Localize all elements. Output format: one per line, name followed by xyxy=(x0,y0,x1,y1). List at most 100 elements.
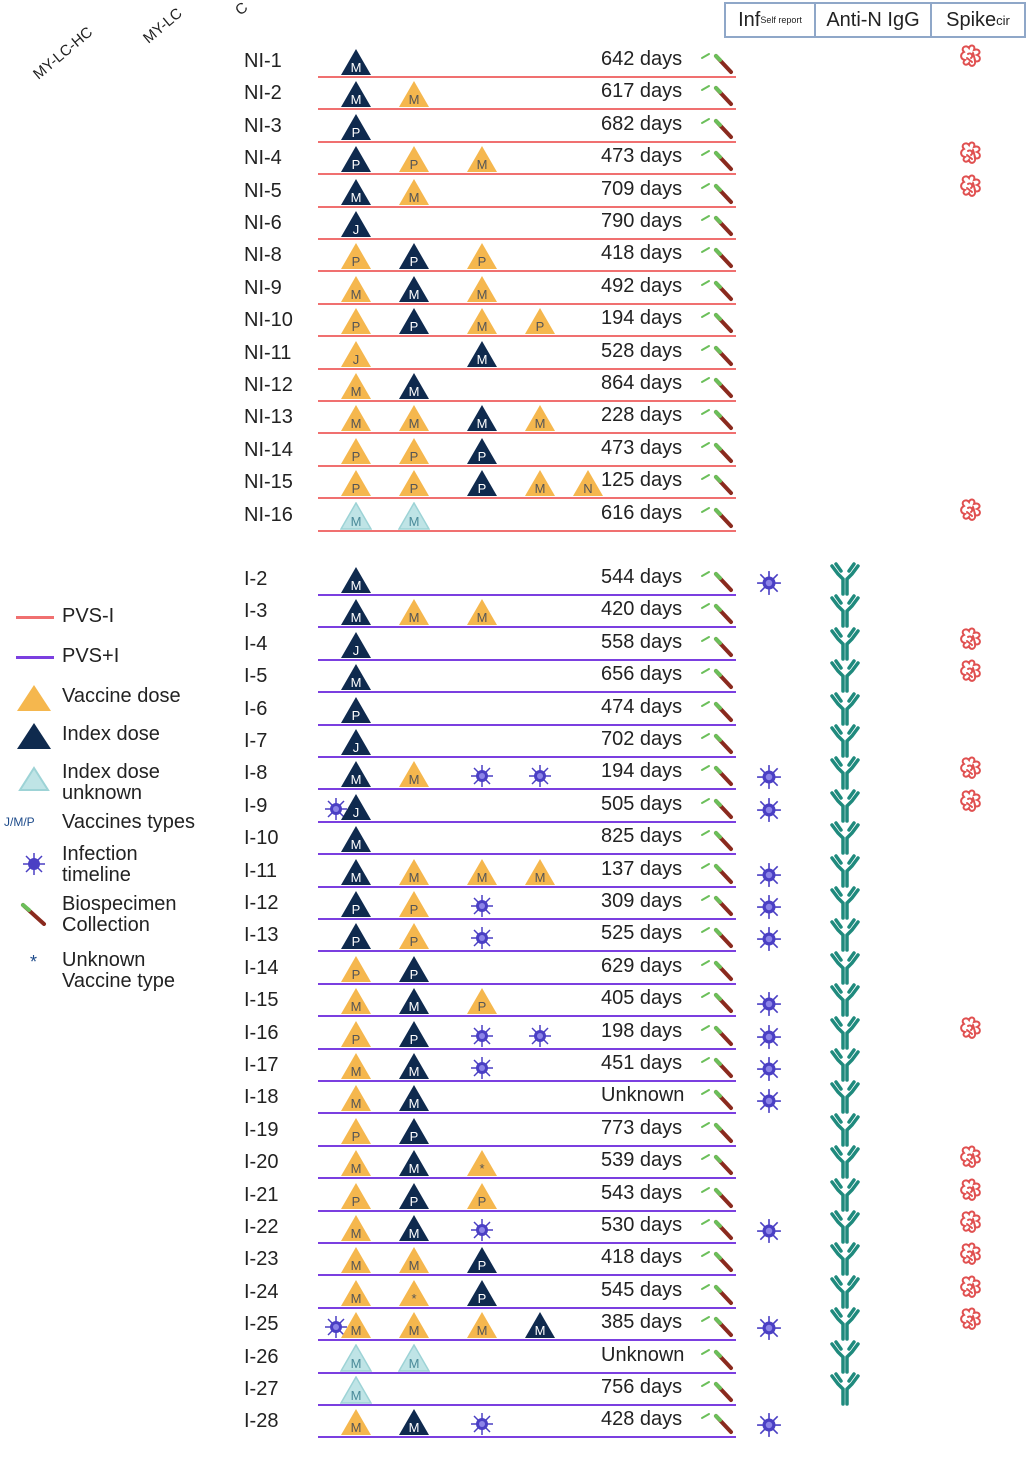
pvs-plus-i-timeline xyxy=(318,1339,736,1342)
legend-pvs-i-label: PVS-I xyxy=(62,605,115,627)
corner-label-my-lc: MY-LC xyxy=(140,4,186,48)
antibody-icon xyxy=(830,1307,860,1341)
vaccine-type-letter: P xyxy=(410,1129,419,1144)
row-label: NI-5 xyxy=(244,179,282,202)
vaccine-type-letter: P xyxy=(352,967,361,982)
vaccine-type-letter: P xyxy=(352,157,361,172)
pvs-plus-i-timeline xyxy=(318,1436,736,1439)
days-value: 525 days xyxy=(601,922,683,945)
table-row: I-20 M M * 539 days xyxy=(0,1145,1036,1181)
vaccine-type-letter: P xyxy=(410,1032,419,1047)
row-label: I-9 xyxy=(244,794,268,817)
biospecimen-swab-icon xyxy=(701,150,733,172)
days-value: 418 days xyxy=(601,1246,683,1269)
table-row: NI-8 P P P 418 days xyxy=(0,242,1036,274)
virus-icon xyxy=(757,797,781,822)
days-value: 864 days xyxy=(601,372,683,394)
vaccine-type-letter: M xyxy=(477,319,488,334)
index-dose-icon: P xyxy=(399,243,429,270)
vaccine-dose-icon: P xyxy=(467,243,497,270)
row-label: NI-14 xyxy=(244,438,293,461)
vaccine-type-letter: P xyxy=(352,254,361,269)
biospecimen-swab-icon xyxy=(701,603,733,625)
vaccine-type-letter: M xyxy=(351,772,362,787)
row-label: I-28 xyxy=(244,1410,279,1433)
vaccine-dose-icon: P xyxy=(399,470,429,497)
table-row: NI-4 P P M 473 days xyxy=(0,141,1036,177)
row-label: NI-10 xyxy=(244,309,293,332)
biospecimen-swab-icon xyxy=(701,862,733,884)
vaccine-type-letter: M xyxy=(535,481,546,496)
biospecimen-swab-icon xyxy=(701,571,733,592)
legend-unknown-type-label: Unknown Vaccine type xyxy=(62,949,176,992)
table-row: I-7 J 702 days xyxy=(0,724,1036,760)
biospecimen-swab-icon xyxy=(701,53,733,74)
vaccine-type-letter: P xyxy=(478,999,487,1014)
antibody-icon xyxy=(830,1210,860,1244)
vaccine-dose-icon: P xyxy=(467,1182,497,1209)
virus-icon xyxy=(325,797,347,820)
row-label: I-23 xyxy=(244,1248,279,1271)
days-value: 528 days xyxy=(601,339,683,362)
vaccine-type-letter: M xyxy=(351,190,362,205)
pvs-plus-i-timeline xyxy=(318,982,736,985)
vaccine-type-letter: J xyxy=(353,740,360,755)
vaccine-dose-icon: * xyxy=(467,1150,497,1177)
vaccine-type-letter: P xyxy=(478,1258,487,1273)
index-dose-icon: M xyxy=(341,49,371,75)
vaccine-type-letter: M xyxy=(351,384,362,399)
index-dose-icon: P xyxy=(399,1182,429,1209)
virus-icon xyxy=(325,1316,347,1339)
days-value: 617 days xyxy=(601,80,683,103)
header-anti-n-text: Anti-N IgG xyxy=(826,8,920,31)
days-value: 530 days xyxy=(601,1214,683,1236)
vaccine-dose-icon: J xyxy=(341,340,371,367)
table-row: NI-15 P P P M N 125 days xyxy=(0,469,1036,501)
spike-protein-icon xyxy=(960,1145,981,1169)
vaccine-type-letter: P xyxy=(410,967,419,982)
vaccine-dose-icon: M xyxy=(341,405,371,432)
pvs-i-timeline xyxy=(318,432,736,435)
vaccine-type-letter: J xyxy=(353,222,360,237)
row-label: I-3 xyxy=(244,600,268,623)
index-dose-icon: P xyxy=(341,113,371,140)
biospecimen-swab-icon xyxy=(701,344,733,366)
spike-protein-icon xyxy=(960,627,981,650)
table-row: I-17 M M 451 days xyxy=(0,1048,1036,1084)
table-row: I-24 M * P 545 days xyxy=(0,1275,1036,1311)
table-row: I-10 M 825 days xyxy=(0,821,1036,857)
vaccine-dose-icon: P xyxy=(467,988,497,1015)
index-dose-unknown-icon: M xyxy=(398,501,430,530)
table-row: I-22 M M 530 days xyxy=(0,1210,1036,1246)
index-dose-unknown-icon: M xyxy=(340,501,372,530)
antibody-icon xyxy=(830,1113,860,1147)
index-dose-icon xyxy=(17,723,51,749)
vaccine-type-letter: M xyxy=(409,514,420,529)
vaccine-type-letter: M xyxy=(351,870,362,885)
antibody-icon xyxy=(830,789,860,823)
row-label: I-21 xyxy=(244,1183,279,1206)
legend: PVS-I PVS+I Vaccine dose Index dose Inde… xyxy=(0,600,240,1000)
row-label: NI-1 xyxy=(244,50,282,72)
biospecimen-swab-icon xyxy=(701,1348,733,1370)
biospecimen-swab-icon xyxy=(701,992,733,1014)
vaccine-type-letter: M xyxy=(351,416,362,431)
index-dose-icon: P xyxy=(399,1020,429,1047)
antibody-icon xyxy=(830,1145,860,1179)
vaccine-type-letter: M xyxy=(535,416,546,431)
vaccine-type-letter: M xyxy=(409,1420,420,1435)
vaccine-type-letter: M xyxy=(409,1356,420,1371)
table-row: I-2 M 544 days xyxy=(0,562,1036,598)
virus-icon xyxy=(757,1089,781,1114)
row-label: NI-12 xyxy=(244,374,293,396)
biospecimen-swab-icon xyxy=(701,1283,733,1305)
row-label: NI-15 xyxy=(244,471,293,494)
days-value: 543 days xyxy=(601,1181,683,1204)
table-row: I-11 M M M M 137 days xyxy=(0,853,1036,890)
vaccine-type-letter: P xyxy=(352,902,361,917)
pvs-plus-i-timeline xyxy=(318,853,736,856)
antibody-icon xyxy=(830,691,860,726)
vaccine-dose-icon: P xyxy=(525,308,555,335)
pvs-i-timeline xyxy=(318,335,736,338)
table-row: I-19 P P 773 days xyxy=(0,1113,1036,1149)
